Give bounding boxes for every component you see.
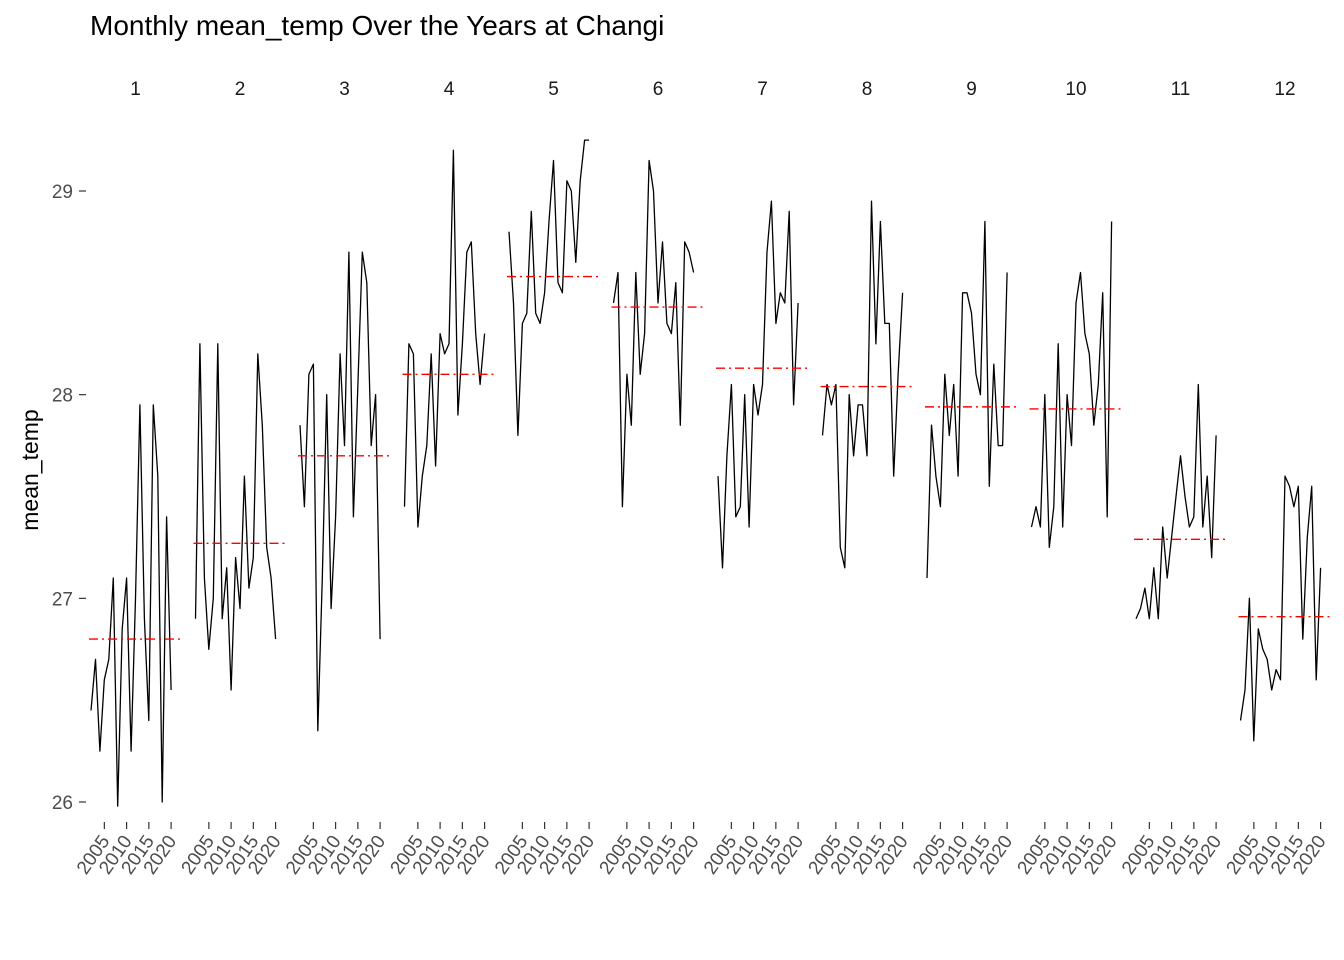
facet-strip-label: 9 (966, 79, 977, 100)
y-tick-label: 27 (52, 589, 73, 610)
facet-strip-label: 3 (339, 79, 350, 100)
series-line (612, 159, 695, 508)
y-tick-label: 28 (52, 386, 73, 407)
series-line (90, 404, 172, 807)
y-axis-title: mean_temp (17, 409, 43, 530)
series-line (1239, 475, 1322, 742)
series-line (194, 343, 277, 691)
series-line (1135, 383, 1217, 620)
facet-strip-label: 8 (862, 79, 873, 100)
series-line (926, 220, 1008, 579)
facet-strip-label: 12 (1274, 79, 1295, 100)
facet-strip-label: 7 (757, 79, 768, 100)
series-line (508, 139, 590, 437)
y-tick-label: 29 (52, 182, 73, 203)
series-line (403, 149, 486, 528)
facet-strip-label: 4 (444, 79, 455, 100)
facet-strip-label: 10 (1065, 79, 1086, 100)
y-tick-label: 26 (52, 793, 73, 814)
facet-strip-label: 5 (548, 79, 559, 100)
facet-strip-label: 2 (235, 79, 246, 100)
series-line (717, 200, 799, 569)
series-line (299, 251, 381, 732)
series-line (821, 200, 904, 569)
series-line (1030, 221, 1113, 549)
facet-strip-label: 6 (653, 79, 664, 100)
facet-strip-label: 1 (130, 79, 141, 100)
chart-title: Monthly mean_temp Over the Years at Chan… (90, 10, 665, 41)
facet-strip-label: 11 (1171, 79, 1191, 100)
